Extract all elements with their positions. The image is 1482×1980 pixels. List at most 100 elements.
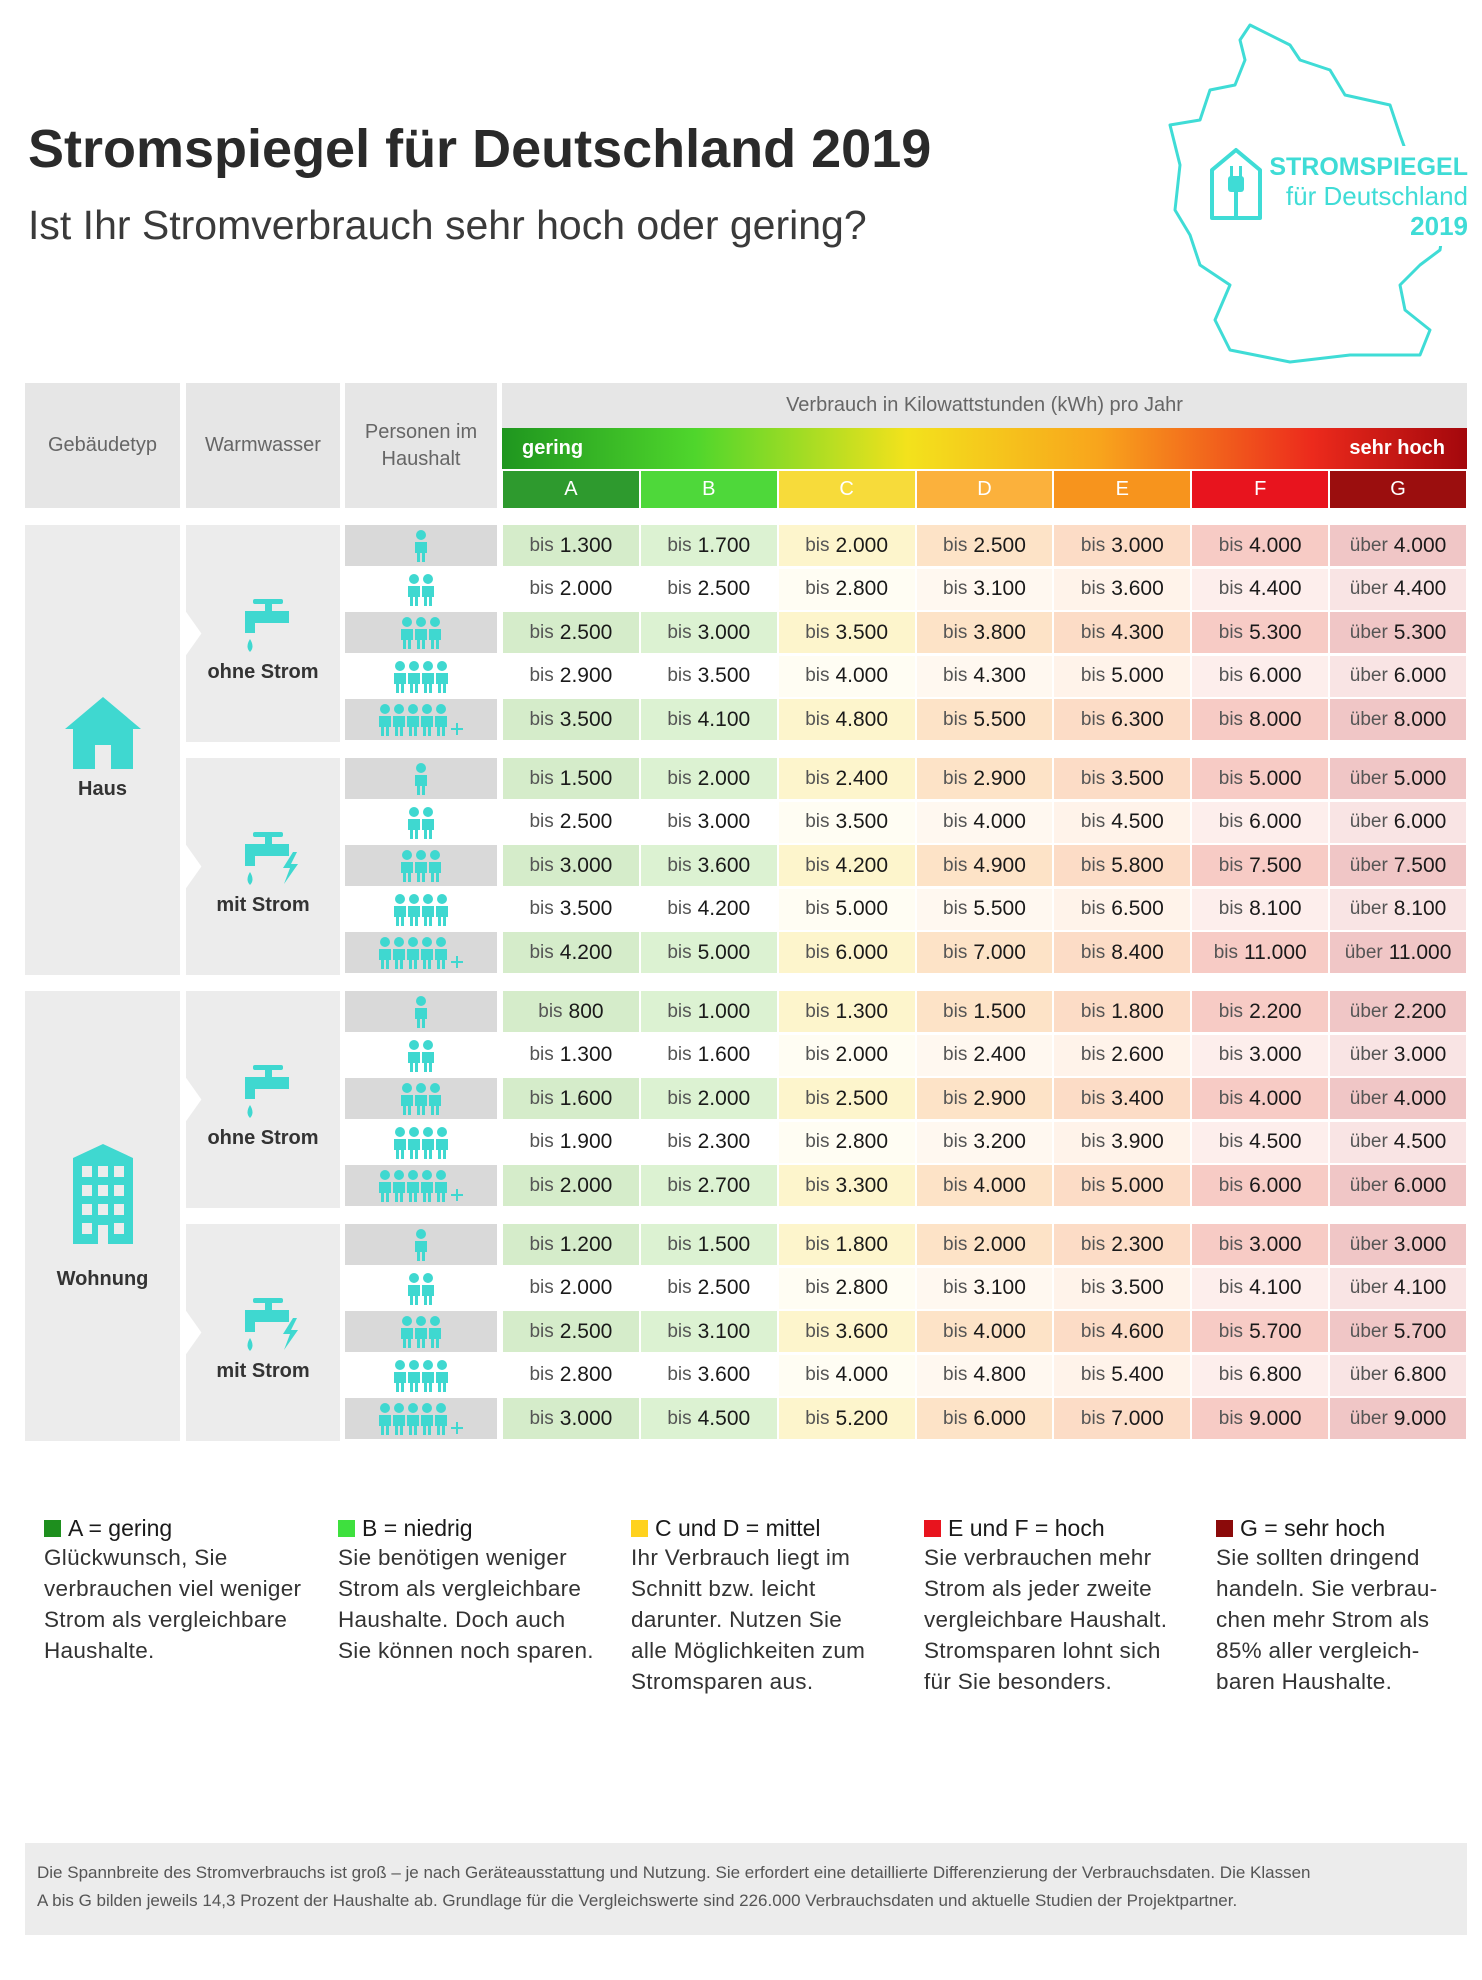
- value-prefix: bis: [805, 1131, 830, 1153]
- value-prefix: über: [1349, 578, 1388, 600]
- warmwater-label: mit Strom: [216, 894, 310, 916]
- value-prefix: bis: [667, 578, 692, 600]
- value-prefix: bis: [667, 665, 692, 687]
- value: 4.500: [1393, 1130, 1447, 1154]
- value-prefix: bis: [1080, 854, 1106, 876]
- value-cell: bis 3.000: [1192, 1034, 1329, 1076]
- value-prefix: bis: [805, 1174, 830, 1196]
- tap-handle: [253, 1298, 283, 1303]
- person-head: [423, 1272, 433, 1283]
- value: 2.300: [697, 1130, 751, 1154]
- value-cell: bis 5.200: [778, 1398, 915, 1440]
- value-cell: bis 1.300: [778, 991, 915, 1032]
- person-body: [421, 1182, 433, 1203]
- value: 8.000: [1249, 707, 1302, 731]
- persons-icon: [379, 937, 463, 970]
- value: 6.300: [1111, 707, 1164, 731]
- legend-title: G = sehr hoch: [1216, 1515, 1385, 1542]
- value-cell: bis 4.900: [916, 845, 1053, 887]
- value-cell: bis 2.900: [916, 758, 1053, 799]
- value: 4.400: [1249, 577, 1302, 601]
- person-head: [380, 704, 390, 715]
- value: 1.700: [697, 533, 751, 557]
- person-body: [421, 949, 433, 970]
- legend-title-text: B = niedrig: [362, 1515, 473, 1541]
- value: 5.500: [973, 707, 1026, 731]
- value-cell: bis 8.400: [1054, 932, 1191, 974]
- house: [65, 697, 141, 769]
- value-cell: über 4.500: [1330, 1121, 1466, 1163]
- person-body: [408, 1051, 420, 1072]
- value-prefix: bis: [529, 534, 554, 556]
- value-prefix: bis: [667, 1174, 692, 1196]
- value-cell: über 6.000: [1330, 1165, 1466, 1207]
- value-cell: bis 3.500: [503, 699, 639, 741]
- person-head: [395, 1359, 405, 1370]
- person-head: [380, 937, 390, 948]
- person-body: [422, 585, 434, 606]
- value-prefix: bis: [1080, 1087, 1106, 1109]
- footnote-line: A bis G bilden jeweils 14,3 Prozent der …: [37, 1891, 1238, 1910]
- person-head: [408, 1403, 418, 1414]
- value-prefix: bis: [805, 1364, 830, 1386]
- value-cell: bis 2.500: [640, 1267, 777, 1309]
- value-cell: bis 2.700: [640, 1165, 777, 1207]
- value-prefix: bis: [943, 1000, 968, 1022]
- drop: [247, 639, 253, 652]
- person-body: [408, 1138, 420, 1159]
- value-cell: über 4.100: [1330, 1267, 1466, 1309]
- value: 2.400: [835, 766, 889, 790]
- value: 3.200: [973, 1130, 1026, 1154]
- person-body: [429, 629, 441, 650]
- value-cell: bis 3.100: [916, 1267, 1053, 1309]
- person-head: [416, 850, 426, 861]
- warmwater-cell: [186, 525, 340, 742]
- legend-title-text: C und D = mittel: [655, 1515, 821, 1541]
- persons-icon: [408, 806, 434, 839]
- person-head: [394, 937, 404, 948]
- value-prefix: bis: [538, 1000, 563, 1022]
- value-prefix: bis: [667, 1000, 692, 1022]
- value-prefix: bis: [1213, 941, 1239, 963]
- legend-title: A = gering: [44, 1515, 172, 1542]
- value-prefix: bis: [805, 621, 830, 643]
- value-cell: bis 1.900: [503, 1121, 639, 1163]
- value-cell: bis 2.500: [640, 568, 777, 610]
- logo-text: 2019: [1410, 211, 1468, 241]
- value-cell: bis 4.500: [1054, 801, 1191, 843]
- value-cell: bis 3.500: [640, 655, 777, 697]
- value-prefix: bis: [529, 708, 554, 730]
- value-prefix: bis: [529, 941, 554, 963]
- value-prefix: über: [1349, 1364, 1388, 1386]
- value-cell: bis 2.500: [916, 525, 1053, 566]
- value-prefix: über: [1349, 1174, 1388, 1196]
- person-head: [422, 704, 432, 715]
- person-body: [393, 1182, 405, 1203]
- value-cell: bis 3.500: [778, 801, 915, 843]
- warmwater-cell: [186, 991, 340, 1208]
- persons-icon: [401, 1316, 441, 1349]
- person-body: [408, 905, 420, 926]
- value: 7.500: [1249, 853, 1302, 877]
- value-prefix: bis: [943, 1364, 968, 1386]
- value-cell: über 4.000: [1330, 525, 1466, 566]
- value-prefix: bis: [1080, 578, 1106, 600]
- value-prefix: bis: [1080, 1364, 1106, 1386]
- value: 2.500: [835, 1086, 889, 1110]
- value: 2.000: [559, 1276, 613, 1300]
- bolt: [283, 1318, 298, 1350]
- value-prefix: bis: [805, 1407, 830, 1429]
- value: 4.500: [1111, 810, 1164, 834]
- value-prefix: bis: [1080, 1277, 1106, 1299]
- person-body: [429, 1328, 441, 1349]
- persons-cell: [345, 1034, 497, 1076]
- legend-line: Sie können noch sparen.: [338, 1638, 594, 1663]
- value: 6.000: [1249, 1173, 1302, 1197]
- warmwater-cell: [186, 758, 340, 975]
- person-body: [422, 1371, 434, 1392]
- legend-line: 85% aller vergleich-: [1216, 1638, 1420, 1663]
- person-head: [416, 996, 426, 1006]
- value: 5.700: [1393, 1319, 1447, 1343]
- person-head: [402, 1083, 412, 1094]
- value-cell: bis 8.000: [1192, 699, 1329, 741]
